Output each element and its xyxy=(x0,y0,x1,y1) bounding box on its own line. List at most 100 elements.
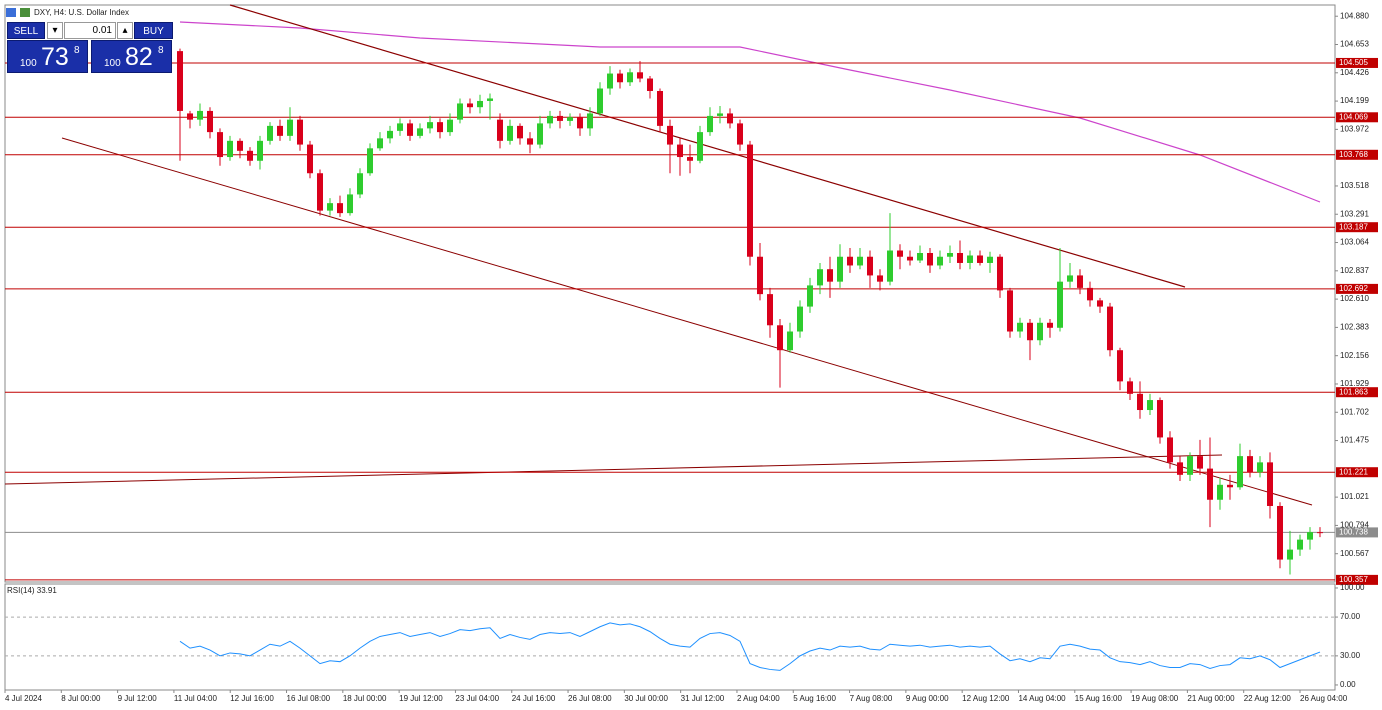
candle-body xyxy=(907,256,913,261)
candle-body xyxy=(1257,462,1263,473)
sell-button[interactable]: SELL xyxy=(7,22,45,39)
y-tick-label: 102.837 xyxy=(1340,266,1369,275)
candle-body xyxy=(1167,437,1173,463)
rsi-tick-label: 70.00 xyxy=(1340,612,1361,621)
candle-body xyxy=(1287,549,1293,560)
x-tick-label: 9 Jul 12:00 xyxy=(118,694,158,703)
candle-body xyxy=(687,157,693,161)
lot-stepper[interactable]: ▴ xyxy=(117,22,133,39)
candle-body xyxy=(1317,532,1323,534)
x-tick-label: 24 Jul 16:00 xyxy=(512,694,556,703)
y-tick-label: 102.383 xyxy=(1340,323,1369,332)
candle-body xyxy=(657,90,663,126)
candle-body xyxy=(457,103,463,120)
candle-body xyxy=(747,144,753,257)
price-prefix: 100 xyxy=(20,58,37,69)
candle-body xyxy=(677,144,683,158)
candle-body xyxy=(277,125,283,136)
x-tick-label: 7 Aug 08:00 xyxy=(850,694,893,703)
candle-body xyxy=(807,285,813,307)
y-tick-label: 100.567 xyxy=(1340,549,1369,558)
candle-body xyxy=(1277,505,1283,560)
candle-body xyxy=(397,123,403,131)
buy-button[interactable]: BUY xyxy=(134,22,173,39)
candle-body xyxy=(537,123,543,145)
candle-body xyxy=(187,113,193,120)
candle-body xyxy=(1027,322,1033,341)
candle-body xyxy=(327,203,333,211)
candle-body xyxy=(367,148,373,174)
rsi-line xyxy=(179,622,1321,671)
sell-price[interactable]: 100 73 8 xyxy=(7,40,88,73)
level-label: 100.738 xyxy=(1339,528,1368,537)
x-tick-label: 30 Jul 00:00 xyxy=(624,694,668,703)
x-tick-label: 12 Jul 16:00 xyxy=(230,694,274,703)
candle-body xyxy=(1297,539,1303,550)
x-tick-label: 18 Jul 00:00 xyxy=(343,694,387,703)
x-tick-label: 31 Jul 12:00 xyxy=(681,694,725,703)
candle-body xyxy=(1207,468,1213,500)
candle-body xyxy=(247,150,253,161)
price-big: 73 xyxy=(41,43,69,71)
x-tick-label: 2 Aug 04:00 xyxy=(737,694,780,703)
candle-body xyxy=(937,256,943,266)
x-tick-label: 12 Aug 12:00 xyxy=(962,694,1010,703)
x-tick-label: 11 Jul 04:00 xyxy=(174,694,218,703)
y-tick-label: 101.929 xyxy=(1340,379,1369,388)
candle-body xyxy=(1227,484,1233,488)
price-big: 82 xyxy=(125,43,153,71)
level-label: 104.069 xyxy=(1339,112,1368,121)
rsi-label: RSI(14) 33.91 xyxy=(7,586,57,595)
candle-body xyxy=(1087,287,1093,301)
buy-price[interactable]: 100 82 8 xyxy=(91,40,172,73)
candle-body xyxy=(787,331,793,351)
x-tick-label: 9 Aug 00:00 xyxy=(906,694,949,703)
x-tick-label: 21 Aug 00:00 xyxy=(1187,694,1235,703)
candle-body xyxy=(587,113,593,129)
y-tick-label: 103.291 xyxy=(1340,209,1369,218)
candle-body xyxy=(407,123,413,136)
trend-line xyxy=(61,137,1313,506)
candle-body xyxy=(847,256,853,266)
candle-body xyxy=(1197,456,1203,469)
y-tick-label: 104.653 xyxy=(1340,40,1369,49)
candle-body xyxy=(1077,275,1083,288)
candle-body xyxy=(597,88,603,114)
candle-body xyxy=(527,138,533,145)
candle-body xyxy=(307,144,313,174)
candle-body xyxy=(1017,322,1023,332)
level-label-box xyxy=(1336,283,1378,294)
candle-body xyxy=(757,256,763,295)
candle-body xyxy=(827,269,833,282)
candle-body xyxy=(697,132,703,161)
candle-body xyxy=(707,115,713,133)
level-label: 102.692 xyxy=(1339,284,1368,293)
lot-input[interactable]: 0.01 xyxy=(64,22,116,39)
trend-line xyxy=(4,454,1223,485)
candle-body xyxy=(967,255,973,263)
candle-body xyxy=(337,203,343,214)
candle-body xyxy=(1007,290,1013,332)
price-prefix: 100 xyxy=(104,58,121,69)
candle-body xyxy=(1267,462,1273,506)
lot-dropdown[interactable]: ▾ xyxy=(47,22,63,39)
candle-body xyxy=(857,256,863,266)
candle-body xyxy=(467,103,473,108)
candle-body xyxy=(637,72,643,79)
x-tick-label: 26 Aug 04:00 xyxy=(1300,694,1348,703)
candle-body xyxy=(497,119,503,141)
candle-body xyxy=(417,128,423,136)
candle-body xyxy=(477,100,483,108)
candle-body xyxy=(267,125,273,141)
y-tick-label: 101.702 xyxy=(1340,407,1369,416)
candle-body xyxy=(997,256,1003,291)
candle-body xyxy=(1137,393,1143,411)
trade-panel: SELL ▾ 0.01 ▴ BUY 100 73 8 100 82 8 xyxy=(7,22,173,73)
candle-body xyxy=(1097,300,1103,307)
candle-body xyxy=(447,119,453,133)
y-tick-label: 102.156 xyxy=(1340,351,1369,360)
candle-body xyxy=(1157,400,1163,438)
level-label: 103.768 xyxy=(1339,150,1368,159)
candle-body xyxy=(297,119,303,145)
level-label: 100.357 xyxy=(1339,575,1368,584)
